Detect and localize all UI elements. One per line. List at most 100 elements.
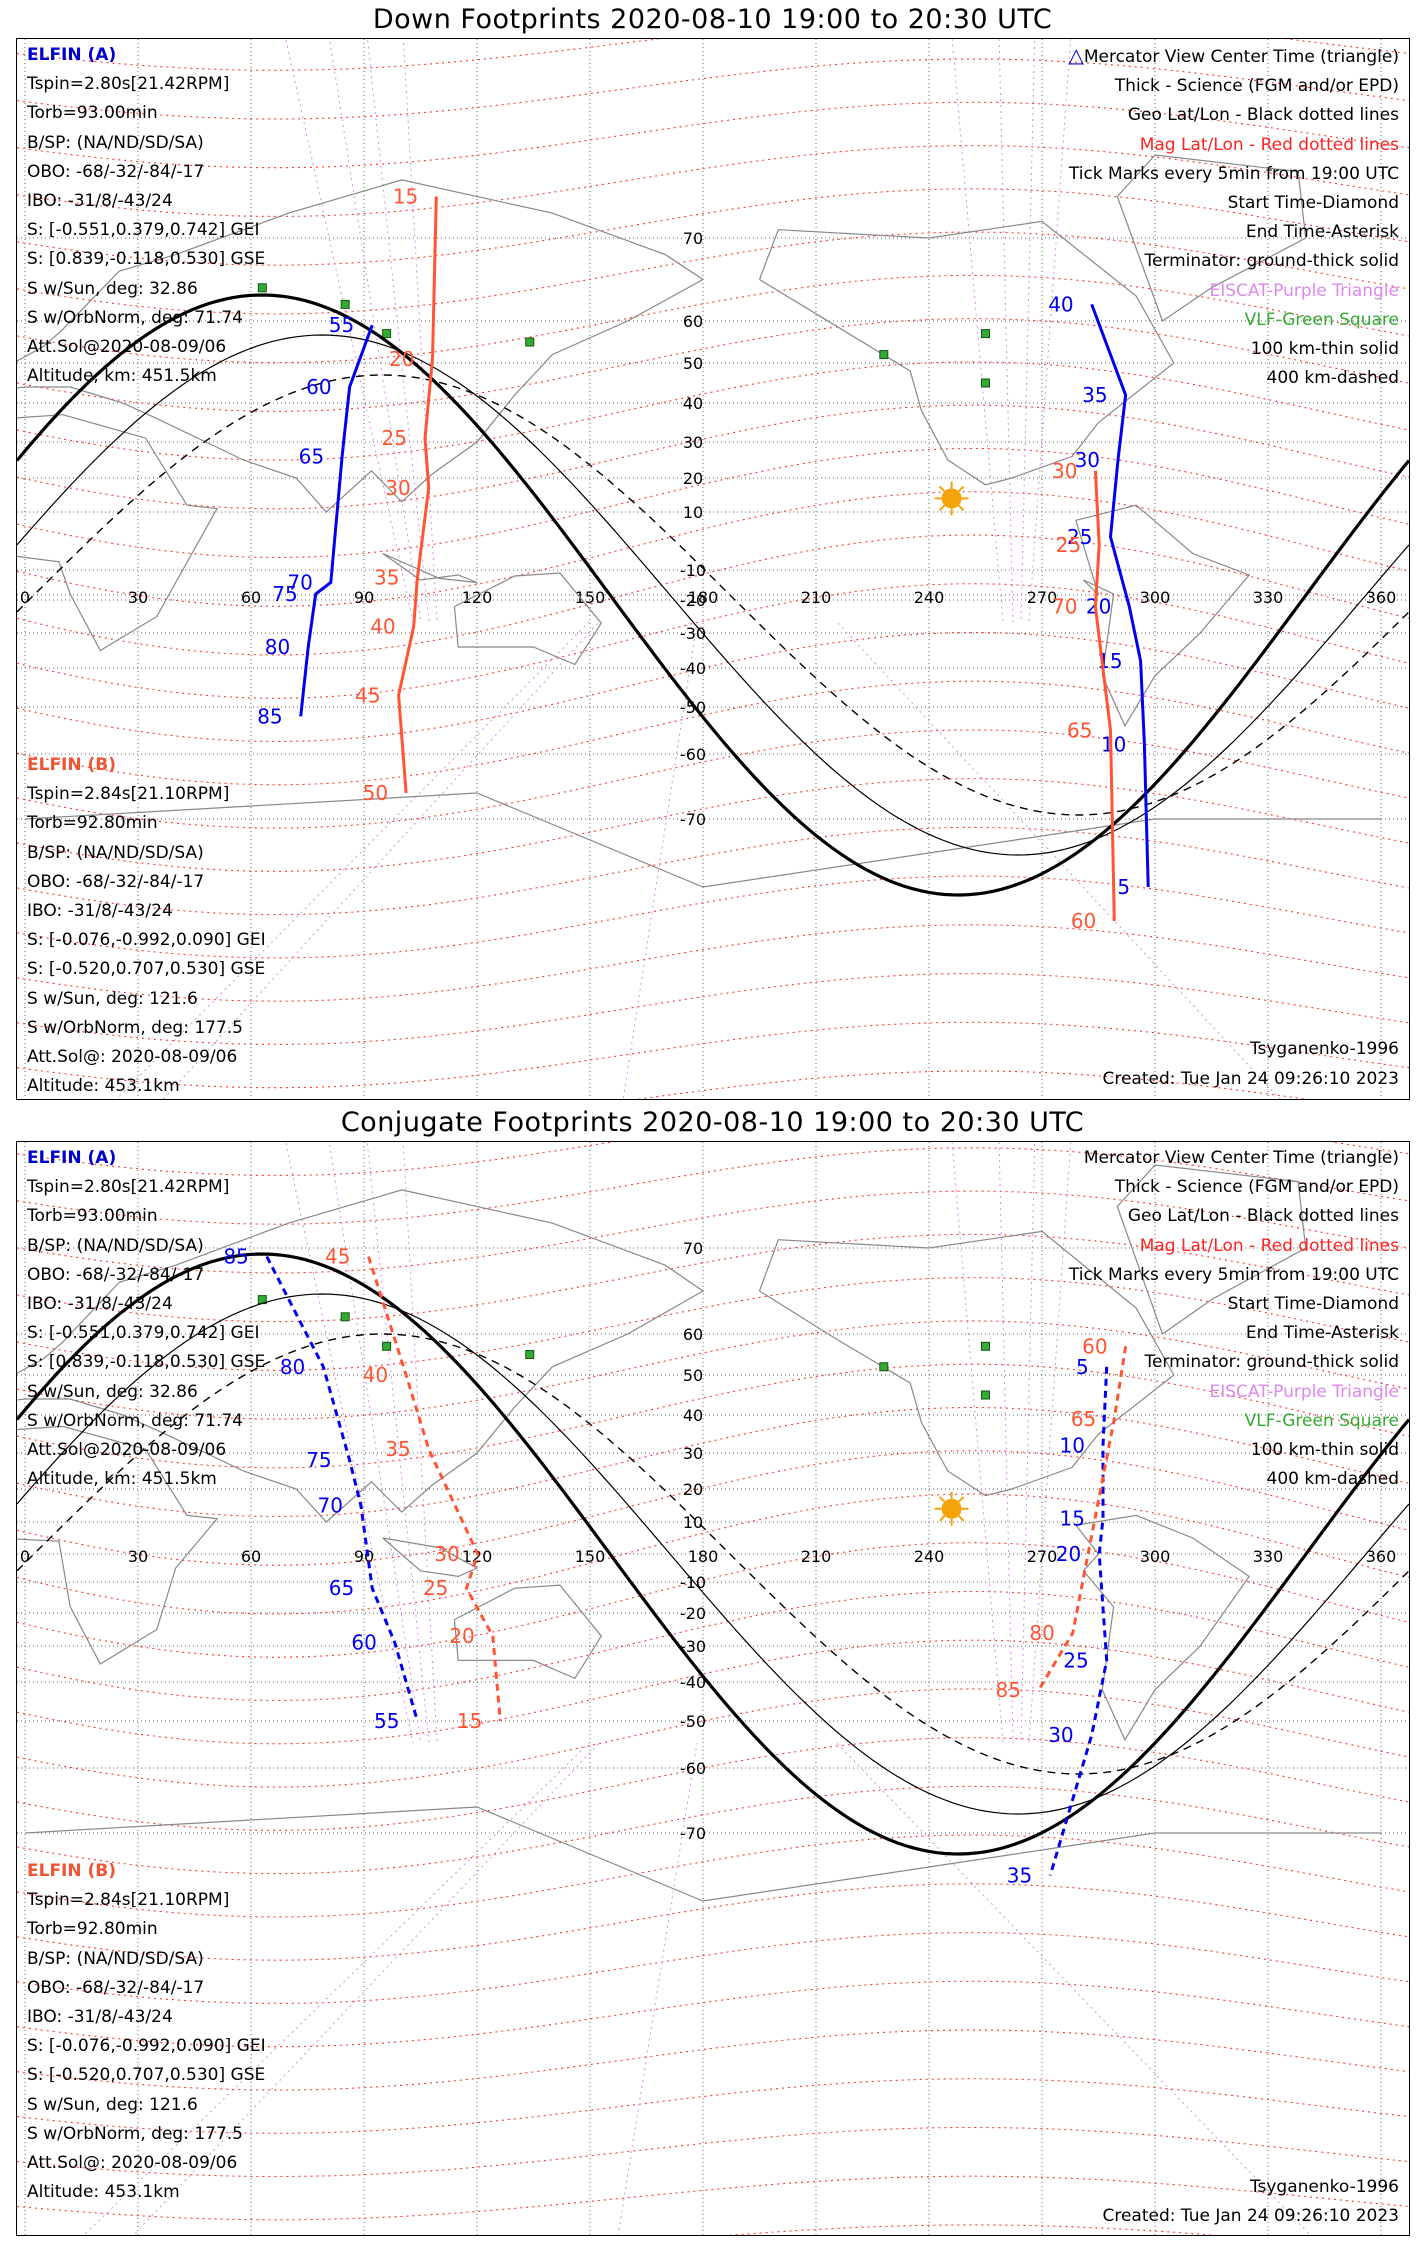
- continent-outline: [17, 1189, 705, 1523]
- legend-400km: 400 km-dashed: [1266, 1469, 1399, 1490]
- lat-tick-label: -20: [680, 591, 706, 610]
- elfin-b-line: S w/OrbNorm, deg: 177.5: [27, 2123, 244, 2144]
- elfin-b-line: S w/Sun, deg: 121.6: [27, 988, 198, 1009]
- elfin-a-track-tick-label: 55: [374, 1709, 399, 1733]
- lon-tick-label: 240: [914, 588, 945, 607]
- mag-latitude-line: [17, 729, 1409, 829]
- lat-tick-label: 70: [683, 1239, 703, 1258]
- legend-mag: Mag Lat/Lon - Red dotted lines: [1139, 134, 1399, 155]
- mag-latitude-line: [17, 1233, 1409, 1323]
- lon-tick-label: 60: [241, 1547, 261, 1566]
- elfin-a-track-tick-label: 5: [1076, 1355, 1089, 1379]
- elfin-b-track-tick-label: 45: [355, 683, 380, 707]
- mag-latitude-line: [17, 583, 1409, 699]
- elfin-a-track-tick-label: 75: [272, 582, 297, 606]
- elfin-b-track-tick-label: 20: [389, 347, 414, 371]
- legend-geo: Geo Lat/Lon - Black dotted lines: [1127, 1206, 1399, 1227]
- terminator-100km-line: [17, 334, 1409, 856]
- mag-latitude-line: [17, 1320, 1409, 1420]
- elfin-a-track-tick-label: 30: [1048, 1723, 1073, 1747]
- elfin-b-line: Torb=92.80min: [27, 1919, 158, 1940]
- legend-100km: 100 km-thin solid: [1250, 339, 1399, 360]
- lon-tick-label: 210: [801, 1547, 832, 1566]
- lat-tick-label: 50: [683, 354, 703, 373]
- terminator-400km-line: [17, 374, 1409, 816]
- sun-ray: [957, 1515, 965, 1522]
- elfin-b-track-tick-label: 15: [457, 1709, 482, 1733]
- mag-latitude-line: [17, 274, 1409, 364]
- created-label: Created: Tue Jan 24 09:26:10 2023: [1102, 1069, 1399, 1089]
- mag-latitude-line: [17, 447, 1409, 559]
- vlf-square-icon: [879, 1362, 889, 1372]
- lon-tick-label: 60: [241, 588, 261, 607]
- lon-tick-label: 210: [801, 588, 832, 607]
- elfin-a-track-tick-label: 65: [329, 1576, 354, 1600]
- elfin-b-track-tick-label: 65: [1067, 719, 1092, 743]
- continent-outline: [1116, 1164, 1307, 1335]
- sun-icon: [934, 481, 969, 516]
- lon-tick-label: 30: [128, 588, 148, 607]
- continent-outline: [758, 220, 1175, 486]
- legend-mercator: Mercator View Center Time (triangle): [1083, 47, 1399, 67]
- elfin-a-track-tick-label: 25: [1063, 1648, 1088, 1672]
- legend-thick: Thick - Science (FGM and/or EPD): [1114, 76, 1399, 97]
- elfin-a-line: S: [-0.551,0.379,0.742] GEI: [27, 1323, 260, 1344]
- elfin-b-line: S: [-0.520,0.707,0.530] GSE: [27, 959, 266, 980]
- vlf-square-icon: [525, 1350, 535, 1359]
- elfin-b-track-line: [1093, 470, 1116, 922]
- legend-100km: 100 km-thin solid: [1250, 1440, 1399, 1461]
- elfin-a-track-tick-label: 5: [1117, 875, 1130, 899]
- mag-grid: [17, 1142, 1409, 2235]
- elfin-a-line: B/SP: (NA/ND/SD/SA): [27, 132, 204, 153]
- mag-latitude-line: [17, 2175, 1409, 2221]
- legend-end: End Time-Asterisk: [1245, 222, 1399, 243]
- elfin-b-track-tick-label: 30: [1052, 459, 1077, 483]
- mag-latitude-line: [17, 1639, 1409, 1745]
- mag-latitude-line: [17, 1590, 1409, 1702]
- lat-tick-label: 40: [683, 394, 703, 413]
- elfin-a-track-tick-label: 80: [280, 1355, 305, 1379]
- coastlines: [17, 154, 1381, 888]
- continent-outline: [382, 1537, 479, 1578]
- lon-tick-label: 330: [1253, 1547, 1284, 1566]
- triangle-icon: △: [1068, 43, 1084, 67]
- mag-latitude-line: [17, 2029, 1409, 2091]
- lon-tick-label: 180: [688, 1547, 719, 1566]
- mag-latitude-line: [17, 680, 1409, 786]
- lon-tick-label: 150: [575, 1547, 606, 1566]
- elfin-a-track-tick-label: 35: [1082, 383, 1107, 407]
- elfin-b-track-tick-label: 40: [370, 614, 395, 638]
- lat-tick-label: -40: [680, 659, 706, 678]
- continent-outline: [758, 1230, 1175, 1497]
- vlf-square-icon: [981, 1341, 990, 1351]
- elfin-b-track-tick-label: 65: [1071, 1407, 1096, 1431]
- elfin-a-track-tick-label: 85: [223, 1245, 248, 1269]
- elfin-b-line: S: [-0.520,0.707,0.530] GSE: [27, 2065, 266, 2086]
- mag-meridian-line: [162, 621, 600, 1099]
- lat-tick-label: -60: [680, 1759, 706, 1778]
- continent-outline: [1075, 1514, 1251, 1742]
- legend-end: End Time-Asterisk: [1245, 1323, 1399, 1344]
- elfin-b-line: B/SP: (NA/ND/SD/SA): [27, 842, 204, 863]
- elfin-a-track-line: [299, 324, 374, 717]
- elfin-b-track-line: [367, 1256, 502, 1722]
- elfin-a-track-tick-label: 65: [299, 444, 324, 468]
- lon-tick-label: 120: [462, 1547, 493, 1566]
- vlf-square-icon: [525, 337, 535, 347]
- axis-labels: 0 30 60 90 120 150 180 210 240 270 300 330 360 70 60 50…: [20, 1239, 1396, 1843]
- elfin-a-track-tick-label: 35: [1007, 1864, 1032, 1888]
- terminator-400km-line: [17, 1333, 1409, 1775]
- lat-tick-label: -40: [680, 1673, 706, 1692]
- continent-outline: [453, 572, 603, 666]
- lat-tick-label: -70: [680, 810, 706, 829]
- map-canvas: 0 30 60 90 120 150 180 210 240 270 300 330 360 70 60 50…: [17, 39, 1409, 1099]
- elfin-a-line: S: [0.839,-0.118,0.530] GSE: [27, 249, 266, 270]
- map-canvas: 0 30 60 90 120 150 180 210 240 270 300 330 360 70 60 50…: [17, 1142, 1409, 2235]
- mag-latitude-line: [17, 361, 1409, 461]
- lat-tick-label: 60: [683, 1325, 703, 1344]
- geo-grid: [17, 39, 1409, 1099]
- mag-meridian-line: [998, 1142, 1014, 1744]
